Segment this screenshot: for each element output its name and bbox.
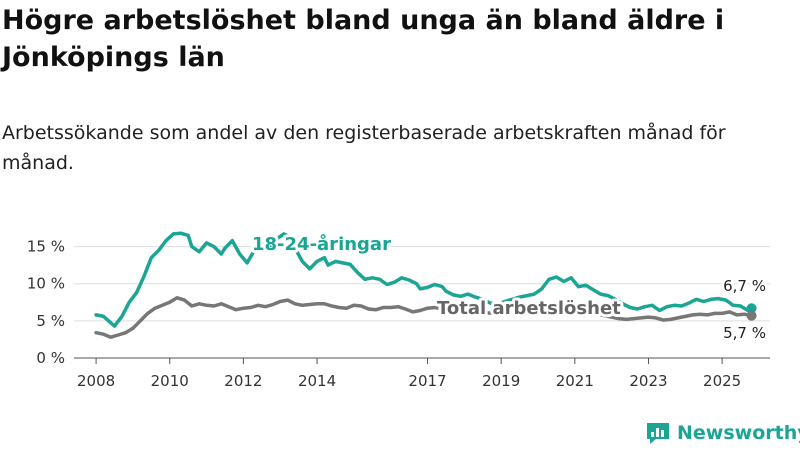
x-tick-label: 2019 <box>482 372 520 390</box>
x-tick-label: 2021 <box>556 372 594 390</box>
x-tick-label: 2023 <box>629 372 667 390</box>
youth-series-label: 18-24-åringar <box>252 233 391 255</box>
y-tick-label: 10 % <box>27 275 65 293</box>
series-labels: 18-24-åringar Total arbetslöshet 6,7 % 5,7 … <box>249 230 769 345</box>
x-tick-label: 2025 <box>703 372 741 390</box>
series-layer <box>94 231 757 339</box>
newsworthy-logo-icon <box>647 423 669 444</box>
total-end-dot <box>746 310 757 321</box>
x-tick-label: 2012 <box>224 372 262 390</box>
total-series-line <box>94 296 754 339</box>
brand-name: Newsworthy <box>677 422 800 444</box>
x-tick-label: 2014 <box>298 372 336 390</box>
chart-title: Högre arbetslöshet bland unga än bland ä… <box>2 5 725 73</box>
newsworthy-logo: Newsworthy <box>645 420 800 446</box>
x-axis: 2008 2010 2012 2014 2017 2019 2021 2023 2025 <box>77 358 741 390</box>
total-series-label: Total arbetslöshet <box>437 298 621 319</box>
total-end-value-label: 5,7 % <box>723 324 766 342</box>
y-tick-label: 5 % <box>36 312 65 330</box>
youth-end-dot <box>746 303 757 314</box>
y-tick-label: 15 % <box>27 238 65 256</box>
youth-end-value-label: 6,7 % <box>723 277 766 295</box>
y-tick-label: 0 % <box>36 349 65 367</box>
youth-series-line <box>94 231 754 328</box>
x-tick-label: 2017 <box>408 372 446 390</box>
chart-subtitle: Arbetssökande som andel av den registerb… <box>2 122 726 174</box>
gridlines <box>74 246 770 359</box>
x-tick-label: 2010 <box>151 372 189 390</box>
x-tick-label: 2008 <box>77 372 115 390</box>
y-axis: 0 % 5 % 10 % 15 % <box>27 238 65 367</box>
